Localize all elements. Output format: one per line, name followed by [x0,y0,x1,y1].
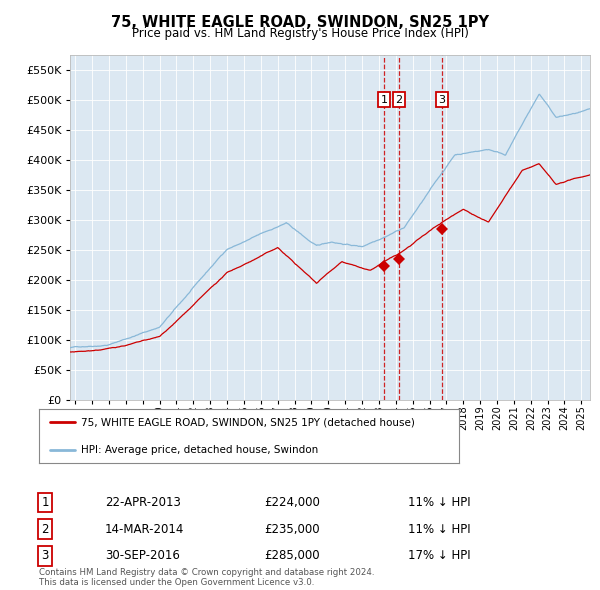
Text: This data is licensed under the Open Government Licence v3.0.: This data is licensed under the Open Gov… [39,578,314,587]
Text: 17% ↓ HPI: 17% ↓ HPI [408,549,470,562]
Text: £285,000: £285,000 [264,549,320,562]
Text: HPI: Average price, detached house, Swindon: HPI: Average price, detached house, Swin… [81,445,318,454]
Text: 2: 2 [395,95,403,105]
Text: 30-SEP-2016: 30-SEP-2016 [105,549,180,562]
Text: 11% ↓ HPI: 11% ↓ HPI [408,523,470,536]
Text: 1: 1 [380,95,388,105]
Text: 22-APR-2013: 22-APR-2013 [105,496,181,509]
Text: 3: 3 [439,95,446,105]
Text: 11% ↓ HPI: 11% ↓ HPI [408,496,470,509]
Text: 14-MAR-2014: 14-MAR-2014 [105,523,184,536]
Text: 3: 3 [41,549,49,562]
Text: 75, WHITE EAGLE ROAD, SWINDON, SN25 1PY: 75, WHITE EAGLE ROAD, SWINDON, SN25 1PY [111,15,489,30]
Text: 1: 1 [41,496,49,509]
Text: 75, WHITE EAGLE ROAD, SWINDON, SN25 1PY (detached house): 75, WHITE EAGLE ROAD, SWINDON, SN25 1PY … [81,418,415,427]
Text: Price paid vs. HM Land Registry's House Price Index (HPI): Price paid vs. HM Land Registry's House … [131,27,469,40]
Text: £224,000: £224,000 [264,496,320,509]
Text: Contains HM Land Registry data © Crown copyright and database right 2024.: Contains HM Land Registry data © Crown c… [39,568,374,577]
Text: 2: 2 [41,523,49,536]
Text: £235,000: £235,000 [264,523,320,536]
